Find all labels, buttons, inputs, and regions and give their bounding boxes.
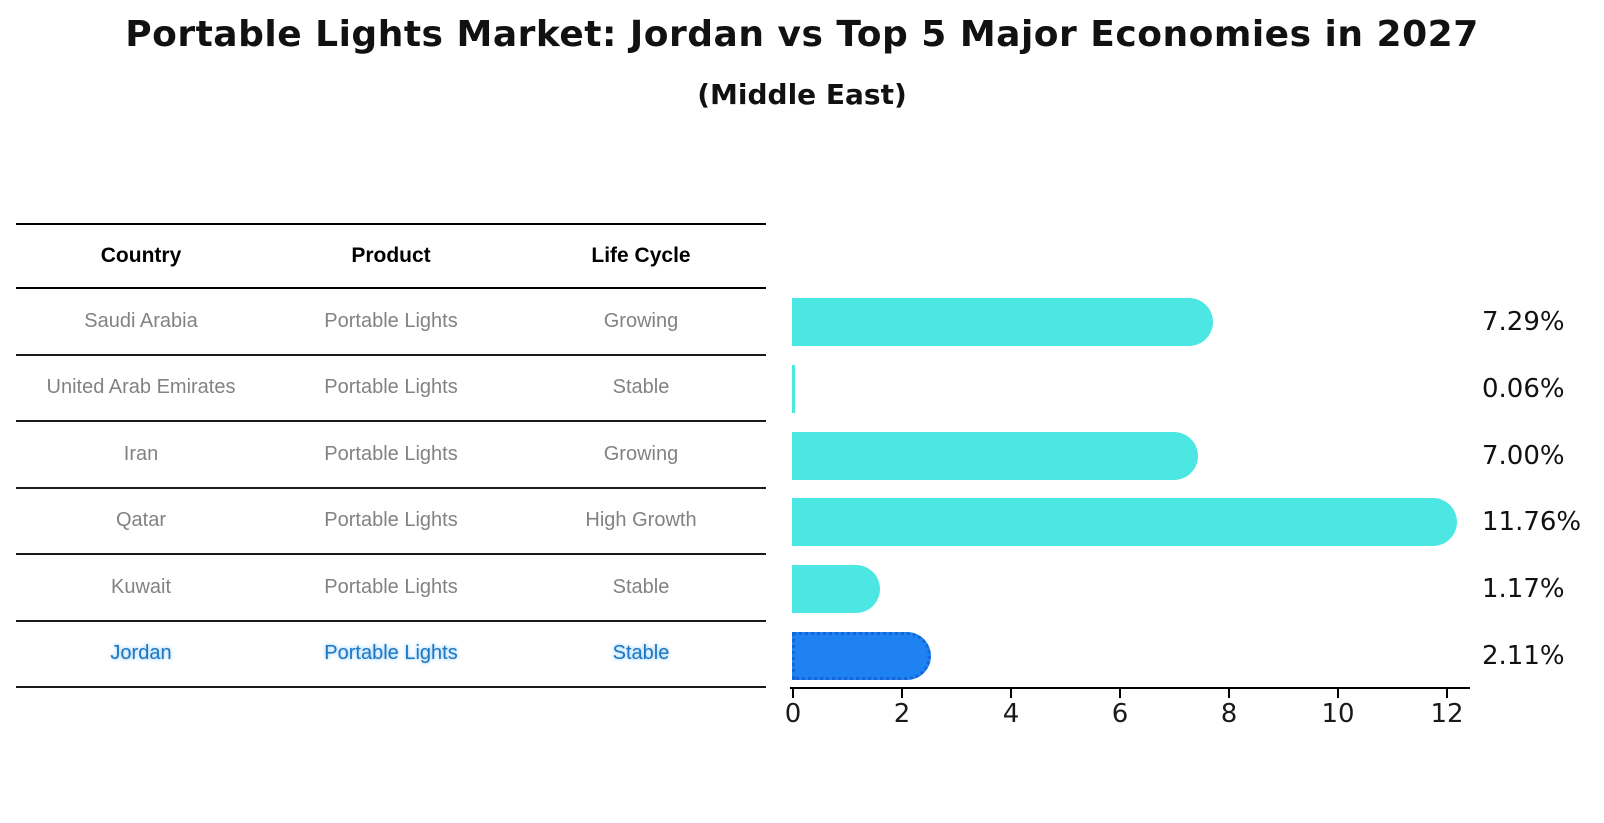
bar-jordan <box>792 631 931 680</box>
x-axis-tick-0 <box>792 689 794 698</box>
x-axis-tick-label-6: 6 <box>1111 699 1129 729</box>
value-label-united-arab-emirates: 0.06% <box>1482 374 1565 404</box>
table-cell-life-cycle: Growing <box>603 309 679 332</box>
table-header-product: Product <box>351 244 431 267</box>
table-cell-product: Portable Lights <box>324 376 458 399</box>
table-row-saudi-arabia: Saudi Arabia Portable Lights Growing <box>16 289 766 356</box>
table-cell-life-cycle: High Growth <box>585 509 697 532</box>
table-header-life-cycle: Life Cycle <box>591 244 691 267</box>
value-label-kuwait: 1.17% <box>1482 574 1565 604</box>
x-axis-tick-label-10: 10 <box>1321 699 1355 729</box>
table-cell-product: Portable Lights <box>324 442 458 465</box>
x-axis-tick-4 <box>1010 689 1012 698</box>
bar-saudi-arabia <box>792 298 1214 347</box>
table-header-row: Country Product Life Cycle <box>16 223 766 289</box>
bar-iran <box>792 431 1198 480</box>
value-label-jordan: 2.11% <box>1482 640 1565 671</box>
table-cell-country: Saudi Arabia <box>84 309 198 332</box>
table-cell-product: Portable Lights <box>324 642 458 665</box>
table-cell-life-cycle: Growing <box>603 442 679 465</box>
table-cell-product: Portable Lights <box>324 575 458 598</box>
x-axis-tick-label-4: 4 <box>1002 699 1020 729</box>
x-axis-tick-label-0: 0 <box>784 699 802 729</box>
bar-plot-area <box>792 289 1457 689</box>
table-cell-country: Jordan <box>110 642 172 665</box>
table-cell-life-cycle: Stable <box>612 376 670 399</box>
table-row-kuwait: Kuwait Portable Lights Stable <box>16 555 766 622</box>
table-row-jordan: Jordan Portable Lights Stable <box>16 622 766 688</box>
table-cell-product: Portable Lights <box>324 509 458 532</box>
value-label-qatar: 11.76% <box>1482 507 1582 538</box>
x-axis-tick-label-8: 8 <box>1220 699 1238 729</box>
table-body: Saudi Arabia Portable Lights Growing United… <box>16 289 766 688</box>
x-axis-line <box>790 687 1470 689</box>
bar-united-arab-emirates <box>792 365 796 413</box>
country-table: Country Product Life Cycle Saudi Arabia P… <box>16 223 766 688</box>
bar-qatar <box>792 498 1457 547</box>
x-axis-tick-6 <box>1119 689 1121 698</box>
table-row-qatar: Qatar Portable Lights High Growth <box>16 489 766 555</box>
x-axis-tick-label-12: 12 <box>1430 699 1464 729</box>
table-cell-country: Kuwait <box>110 575 172 598</box>
table-cell-life-cycle: Stable <box>612 575 670 598</box>
x-axis-tick-2 <box>901 689 903 698</box>
table-cell-country: United Arab Emirates <box>46 376 236 399</box>
table-row-united-arab-emirates: United Arab Emirates Portable Lights Stabl… <box>16 356 766 422</box>
table-row-iran: Iran Portable Lights Growing <box>16 422 766 489</box>
table-cell-country: Qatar <box>115 509 167 532</box>
x-axis-tick-12 <box>1446 689 1448 698</box>
chart-title: Portable Lights Market: Jordan vs Top 5 … <box>125 14 1479 55</box>
x-axis-tick-10 <box>1337 689 1339 698</box>
x-axis-tick-8 <box>1228 689 1230 698</box>
table-header-country: Country <box>100 244 182 267</box>
table-cell-product: Portable Lights <box>324 309 458 332</box>
table-cell-country: Iran <box>123 442 159 465</box>
value-label-saudi-arabia: 7.29% <box>1482 307 1565 338</box>
chart-subtitle: (Middle East) <box>697 78 907 111</box>
bar-kuwait <box>792 565 880 613</box>
value-label-iran: 7.00% <box>1482 440 1565 471</box>
table-cell-life-cycle: Stable <box>612 642 670 665</box>
x-axis-tick-label-2: 2 <box>893 699 911 729</box>
